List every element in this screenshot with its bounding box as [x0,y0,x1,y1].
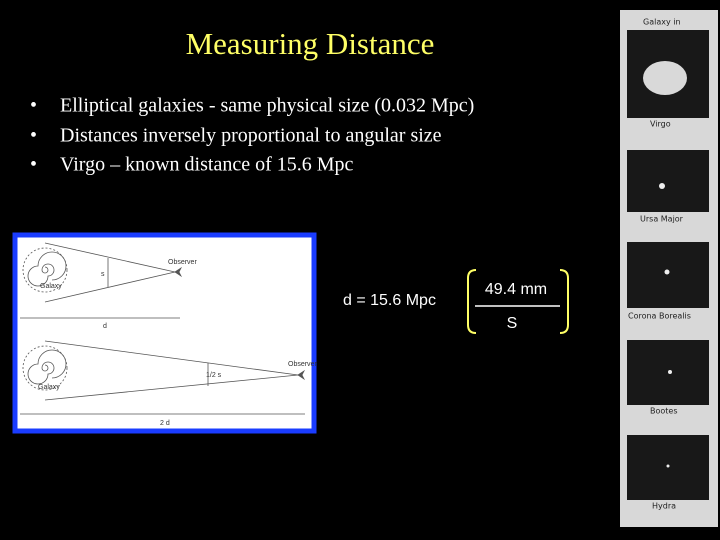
photo [627,242,709,308]
label: 2 d [160,420,170,427]
photo [627,150,709,212]
bullet-dot: • [30,95,37,117]
denominator: S [507,315,518,332]
bracket [467,269,569,334]
bullet: Elliptical galaxies - same physical size… [60,95,474,117]
photo-label: Bootes [650,407,678,416]
label: Observer [168,259,197,266]
galaxy [668,370,672,374]
photo-strip: Galaxy in Virgo Ursa Major Corona Boreal… [620,10,718,527]
label: s [101,271,105,278]
diagram: Galaxy s Observer d Galaxy 1/2 s Observe… [12,232,317,434]
bullet: Virgo – known distance of 15.6 Mpc [60,154,354,176]
label: 1/2 s [206,372,222,379]
numerator: 49.4 mm [485,281,547,298]
photo-label: Ursa Major [640,215,684,224]
slide-title: Measuring Distance [186,26,435,61]
heading: Galaxy in [643,18,681,27]
bullet-dot: • [30,154,37,176]
photo-label: Hydra [652,502,676,511]
formula: d = 15.6 Mpc 49.4 mm S [343,269,569,334]
galaxy [643,61,687,95]
formula-lhs: d = 15.6 Mpc [343,292,436,309]
photo-label: Virgo [650,120,671,129]
label: Observer [288,361,317,368]
galaxy [666,464,670,468]
label: d [103,323,107,330]
label: Galaxy [38,384,60,391]
photo-label: Corona Borealis [628,312,691,321]
galaxy [659,183,665,189]
label: Galaxy [40,283,62,290]
bullet: Distances inversely proportional to angu… [60,125,442,147]
bullet-list: • Elliptical galaxies - same physical si… [30,95,474,176]
bullet-dot: • [30,125,37,147]
galaxy [664,269,670,275]
photo [627,340,709,405]
diagram-frame [12,232,317,434]
diagram-lines [20,242,306,415]
